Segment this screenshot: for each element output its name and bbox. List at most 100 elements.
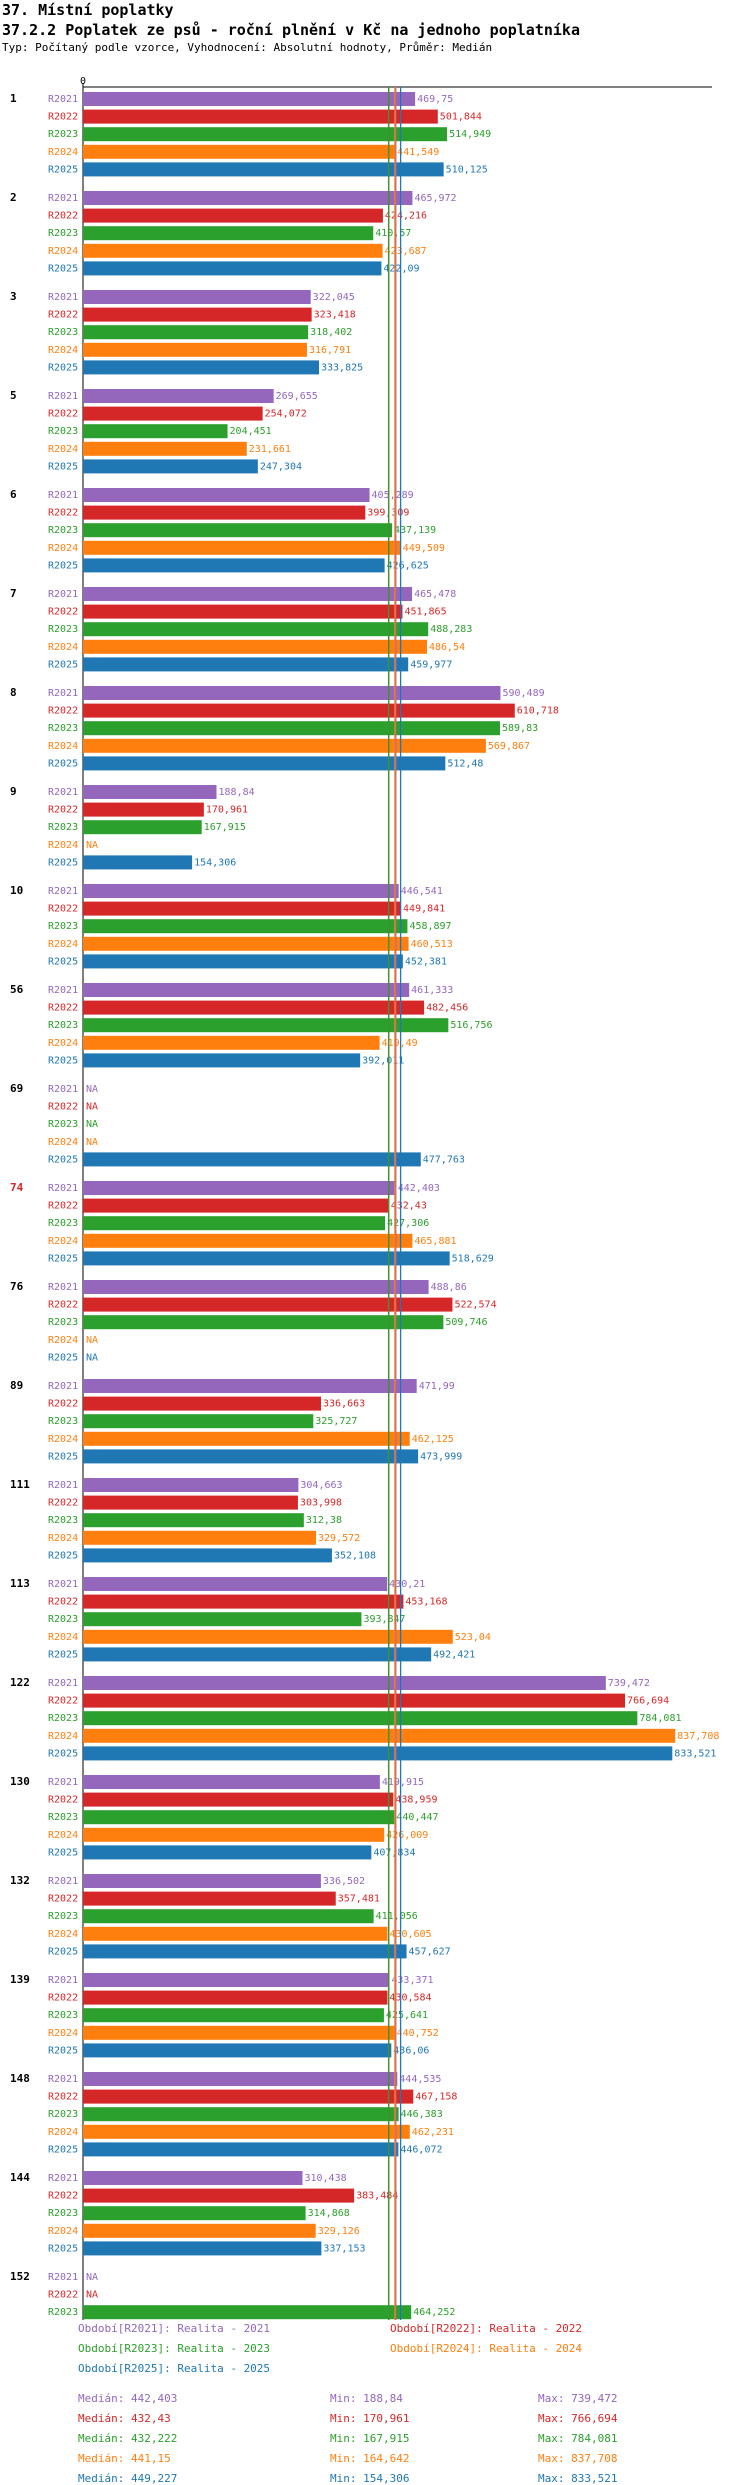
data-label: NA [86, 2290, 98, 2301]
series-label: R2023 [48, 129, 78, 140]
legend-period: Období[R2023]: Realita - 2023 [78, 2342, 271, 2355]
bar [83, 901, 402, 916]
series-label: R2021 [48, 1480, 78, 1491]
series-label: R2023 [48, 426, 78, 437]
series-label: R2021 [48, 193, 78, 204]
series-label: R2022 [48, 2191, 78, 2202]
series-label: R2021 [48, 688, 78, 699]
data-label: 523,04 [455, 1632, 491, 1643]
data-label: 440,447 [396, 1812, 438, 1823]
series-label: R2021 [48, 886, 78, 897]
series-label: R2024 [48, 444, 78, 455]
data-label: 427,306 [387, 1218, 429, 1229]
data-label: 352,108 [334, 1550, 376, 1561]
bar [83, 1449, 419, 1464]
data-label: NA [86, 1084, 98, 1095]
bar [83, 191, 413, 205]
bar [83, 936, 409, 951]
chart-title: 37.2.2 Poplatek ze psů - roční plnění v … [2, 21, 580, 39]
data-label: 322,045 [313, 292, 355, 303]
series-label: R2025 [48, 956, 78, 967]
bar [83, 261, 382, 276]
bar [83, 1216, 386, 1231]
series-label: R2023 [48, 1020, 78, 1031]
data-label: 449,841 [403, 904, 445, 915]
bar [83, 1647, 432, 1662]
series-label: R2022 [48, 2092, 78, 2103]
bar [83, 2089, 414, 2104]
bar [83, 1810, 395, 1825]
series-label: R2024 [48, 1929, 78, 1940]
bar [83, 703, 515, 718]
data-label: 465,881 [414, 1236, 456, 1247]
bar [83, 1926, 388, 1941]
series-label: R2025 [48, 758, 78, 769]
series-label: R2021 [48, 1282, 78, 1293]
series-label: R2022 [48, 1003, 78, 1014]
data-label: 518,629 [452, 1253, 494, 1264]
legend-median: Medián: 432,222 [78, 2432, 178, 2445]
group-label: 8 [10, 686, 17, 699]
bar [83, 785, 217, 799]
series-label: R2025 [48, 659, 78, 670]
data-label: 383,484 [356, 2191, 398, 2202]
series-label: R2021 [48, 1381, 78, 1392]
bar [83, 657, 409, 672]
legend-max: Max: 784,081 [538, 2432, 618, 2445]
group-label: 2 [10, 191, 17, 204]
series-label: R2024 [48, 543, 78, 554]
series-label: R2023 [48, 1515, 78, 1526]
data-label: 254,072 [265, 409, 307, 420]
group-label: 122 [10, 1676, 30, 1689]
data-label: NA [86, 1335, 98, 1346]
data-label: 766,694 [627, 1696, 669, 1707]
data-label: 430,605 [389, 1929, 431, 1940]
group-label: 113 [10, 1577, 30, 1590]
data-label: 458,897 [409, 921, 451, 932]
series-label: R2024 [48, 840, 78, 851]
data-label: 469,75 [417, 94, 453, 105]
data-label: 430,21 [389, 1579, 425, 1590]
series-label: R2025 [48, 2144, 78, 2155]
data-label: 459,977 [410, 659, 452, 670]
bar [83, 243, 383, 258]
series-label: R2023 [48, 525, 78, 536]
bar [83, 1827, 385, 1842]
bar [83, 424, 228, 439]
data-label: 269,655 [276, 391, 318, 402]
series-label: R2023 [48, 1218, 78, 1229]
data-label: NA [86, 1102, 98, 1113]
series-label: R2023 [48, 228, 78, 239]
bar [83, 459, 258, 474]
chart-meta: Typ: Počítaný podle vzorce, Vyhodnocení:… [2, 41, 493, 54]
bar [83, 721, 501, 736]
bar [83, 2206, 306, 2221]
group-label: 6 [10, 488, 17, 501]
bar [83, 1035, 380, 1050]
bar [83, 1018, 449, 1033]
bar [83, 1676, 606, 1690]
bar [83, 1478, 299, 1492]
data-label: 318,402 [310, 327, 352, 338]
series-label: R2024 [48, 1731, 78, 1742]
data-label: 462,231 [412, 2127, 454, 2138]
data-label: 170,961 [206, 805, 248, 816]
data-label: 492,421 [433, 1649, 475, 1660]
series-label: R2022 [48, 1993, 78, 2004]
chart-header: 37. Místní poplatky 37.2.2 Poplatek ze p… [2, 0, 742, 56]
data-label: 405,289 [372, 490, 414, 501]
legend-median: Medián: 441,15 [78, 2452, 171, 2465]
bar [83, 1711, 638, 1726]
data-label: 465,478 [414, 589, 456, 600]
data-label: 457,627 [409, 1946, 451, 1957]
series-label: R2025 [48, 1154, 78, 1165]
data-label: 231,661 [249, 444, 291, 455]
data-label: 488,86 [431, 1282, 467, 1293]
series-label: R2025 [48, 1550, 78, 1561]
data-label: 739,472 [608, 1678, 650, 1689]
page-title: 37. Místní poplatky [2, 1, 174, 19]
series-label: R2022 [48, 904, 78, 915]
bar [83, 2171, 303, 2185]
data-label: 446,383 [401, 2109, 443, 2120]
group-label: 5 [10, 389, 17, 402]
